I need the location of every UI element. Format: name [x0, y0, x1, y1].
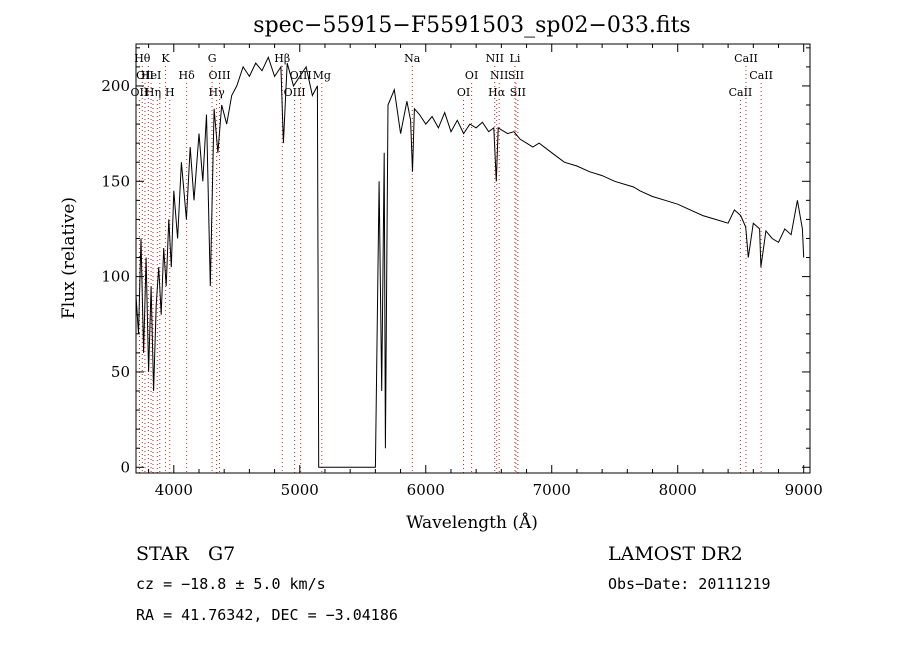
x-tick-label: 7000 — [533, 481, 571, 499]
redshift-text: cz = −18.8 ± 5.0 km/s — [136, 575, 326, 593]
y-axis-title: Flux (relative) — [59, 197, 79, 319]
line-label: Hα — [488, 86, 506, 99]
line-label: Hδ — [179, 69, 196, 82]
y-tick-label: 100 — [101, 268, 130, 286]
chart-title: spec−55915−F5591503_sp02−033.fits — [253, 13, 690, 38]
coordinates-text: RA = 41.76342, DEC = −3.04186 — [136, 606, 398, 624]
obs-date-text: Obs−Date: 20111219 — [608, 575, 771, 593]
y-axis-ticks: 0 50 100 150 200 — [101, 47, 810, 476]
line-label: OIII — [284, 86, 306, 99]
plot-frame — [135, 43, 811, 474]
line-label: CaII — [729, 86, 753, 99]
line-label: Hγ — [209, 86, 226, 99]
x-axis-ticks: 4000 5000 6000 7000 8000 9000 — [148, 44, 823, 499]
line-label: Hβ — [274, 52, 290, 65]
line-label: G — [208, 52, 217, 65]
spectrum-line — [135, 55, 805, 468]
line-label: NII — [490, 69, 508, 82]
x-tick-label: 6000 — [407, 481, 445, 499]
y-tick-label: 50 — [111, 363, 130, 381]
line-label: OII — [136, 69, 154, 82]
line-label: OI — [465, 69, 478, 82]
line-label: Hθ — [134, 52, 151, 65]
y-tick-label: 150 — [101, 172, 130, 190]
x-tick-label: 9000 — [785, 481, 823, 499]
line-label: H — [165, 86, 175, 99]
object-subclass: G7 — [208, 543, 235, 565]
line-label: HeI — [141, 69, 161, 82]
x-tick-label: 8000 — [659, 481, 697, 499]
line-label: Na — [404, 52, 421, 65]
y-tick-label: 0 — [120, 458, 130, 476]
line-markers — [138, 66, 762, 473]
line-label: OI — [457, 86, 470, 99]
x-axis-title: Wavelength (Å) — [406, 512, 538, 533]
line-label: Hη — [145, 86, 161, 99]
line-label: OIII — [208, 69, 230, 82]
line-label: SII — [510, 86, 526, 99]
line-label: OII — [131, 86, 149, 99]
line-label: K — [161, 52, 170, 65]
line-label: NII — [486, 52, 504, 65]
line-label: Mg — [313, 69, 331, 82]
survey-name: LAMOST DR2 — [608, 543, 743, 565]
line-label: Li — [510, 52, 521, 65]
object-class: STAR — [136, 543, 189, 565]
line-label: CaII — [734, 52, 758, 65]
y-tick-label: 200 — [101, 77, 130, 95]
x-tick-label: 4000 — [155, 481, 193, 499]
line-label: CaII — [749, 69, 773, 82]
line-label: SII — [508, 69, 524, 82]
x-tick-label: 5000 — [281, 481, 319, 499]
